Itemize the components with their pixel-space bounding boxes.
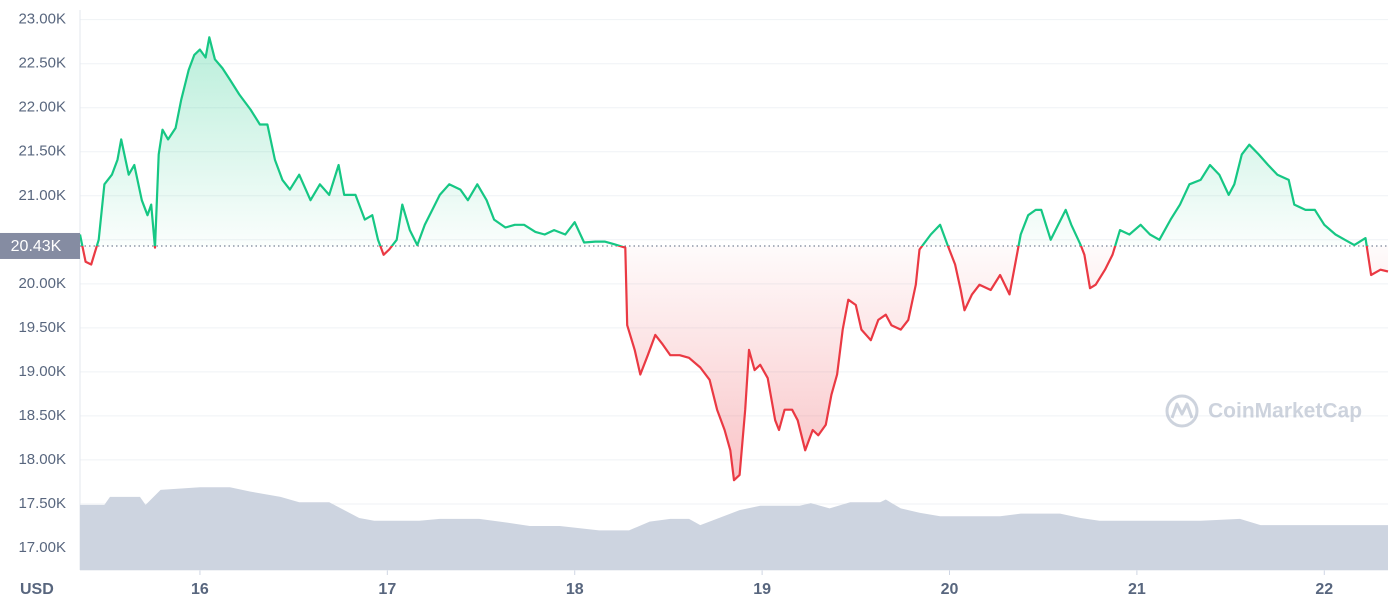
reference-label: 20.43K (11, 238, 62, 255)
x-tick-label: 22 (1315, 581, 1333, 598)
y-tick-label: 17.50K (18, 495, 66, 512)
watermark: CoinMarketCap (1165, 394, 1362, 428)
volume-layer (80, 487, 1388, 570)
y-unit: USD (20, 581, 54, 598)
y-tick-label: 17.00K (18, 539, 66, 556)
labels: 17.00K 17.50K 18.00K 18.50K 19.00K 19.50K 20.0… (0, 11, 1333, 598)
x-tick-label: 16 (191, 581, 209, 598)
reference-label-box (0, 232, 80, 259)
y-tick-label: 23.00K (18, 11, 66, 28)
volume-area (80, 487, 1388, 570)
y-tick-label: 21.50K (18, 143, 66, 160)
y-tick-label: 18.50K (18, 407, 66, 424)
watermark-logo (1165, 394, 1199, 428)
watermark-text: CoinMarketCap (1208, 400, 1362, 423)
price-layer (78, 36, 1389, 482)
y-tick-label: 22.00K (18, 99, 66, 116)
price-line (78, 36, 1389, 482)
price-area (80, 37, 1388, 481)
x-tick-label: 19 (753, 581, 771, 598)
x-tick-label: 17 (378, 581, 396, 598)
y-tick-label: 22.50K (18, 55, 66, 72)
x-tick-label: 18 (566, 581, 584, 598)
y-tick-label: 21.00K (18, 187, 66, 204)
watermark-logo-m (1170, 402, 1194, 419)
y-tick-label: 19.50K (18, 319, 66, 336)
x-tick-label: 21 (1128, 581, 1146, 598)
y-tick-label: 19.00K (18, 363, 66, 380)
y-tick-label: 18.00K (18, 451, 66, 468)
x-tick-label: 20 (941, 581, 959, 598)
y-tick-label: 20.00K (18, 275, 66, 292)
